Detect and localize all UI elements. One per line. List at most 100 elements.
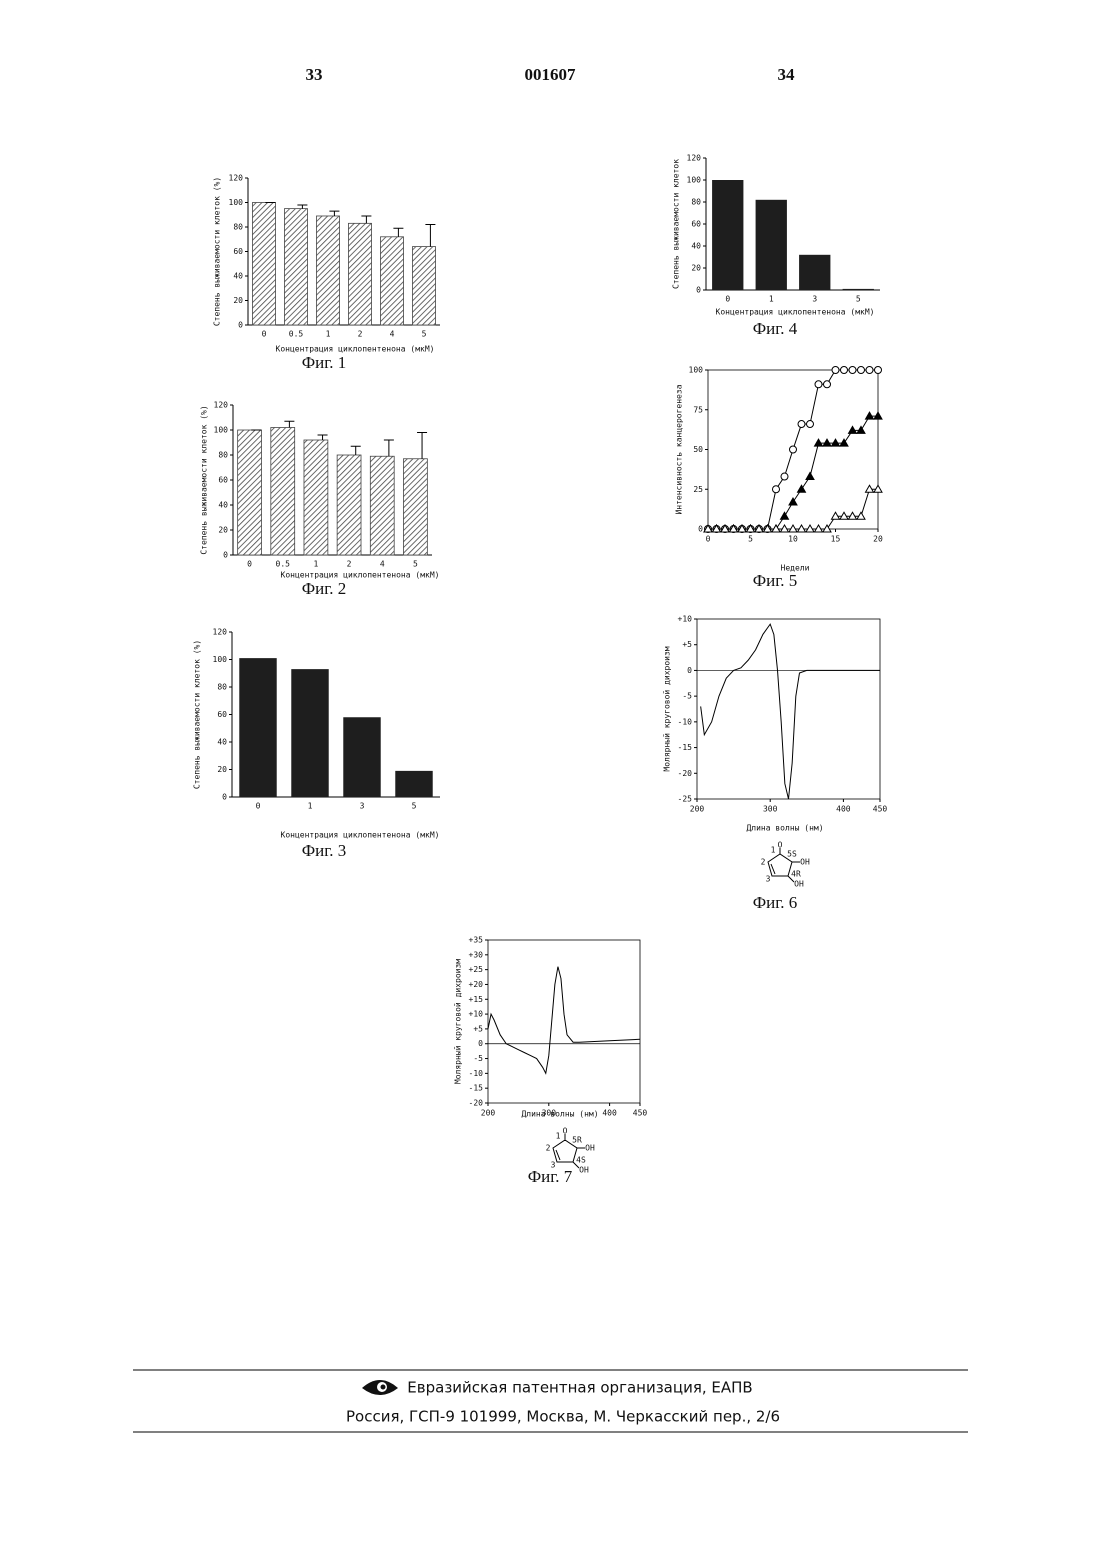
bar xyxy=(348,223,371,325)
bar xyxy=(380,237,403,325)
y-tick-label: 80 xyxy=(691,198,701,207)
structure-label: OH xyxy=(800,858,810,867)
x-tick-label: 0.5 xyxy=(276,560,291,569)
y-tick-label: 40 xyxy=(217,738,227,747)
y-tick-label: 40 xyxy=(691,242,701,251)
bar xyxy=(412,247,435,325)
marker xyxy=(806,473,814,480)
y-tick-label: 100 xyxy=(213,655,228,664)
figure-caption: Фиг. 1 xyxy=(302,353,347,372)
patent-number: 001607 xyxy=(525,65,577,84)
y-tick-label: 100 xyxy=(214,426,229,435)
figure-caption: Фиг. 6 xyxy=(753,893,798,912)
figure-caption: Фиг. 7 xyxy=(528,1167,573,1186)
structure-label: 3 xyxy=(766,875,771,884)
marker xyxy=(773,486,780,493)
y-axis-label: Степень выживаемости клеток xyxy=(672,159,681,289)
y-tick-label: -10 xyxy=(469,1069,484,1078)
error-bar xyxy=(361,216,371,223)
y-tick-label: 0 xyxy=(696,286,701,295)
marker xyxy=(824,381,831,388)
x-tick-label: 0.5 xyxy=(289,330,304,339)
y-tick-label: -15 xyxy=(678,743,693,752)
x-tick-label: 300 xyxy=(542,1109,557,1118)
x-axis-label: Длина волны (нм) xyxy=(746,824,823,833)
structure-label: 5R xyxy=(572,1136,582,1145)
marker xyxy=(832,367,839,374)
y-tick-label: -20 xyxy=(469,1099,484,1108)
x-tick-label: 0 xyxy=(256,802,261,811)
x-tick-label: 450 xyxy=(633,1109,648,1118)
x-tick-label: 5 xyxy=(748,535,753,544)
plot-frame xyxy=(697,619,880,799)
bar xyxy=(252,203,275,326)
marker xyxy=(798,421,805,428)
y-tick-label: -20 xyxy=(678,769,693,778)
structure-label: 2 xyxy=(546,1144,551,1153)
footer-address: Россия, ГСП-9 101999, Москва, М. Черкасс… xyxy=(346,1408,780,1426)
x-tick-label: 300 xyxy=(763,805,778,814)
y-tick-label: +10 xyxy=(469,1010,484,1019)
page-number: 33 xyxy=(306,65,323,84)
structure-label: OH xyxy=(794,880,804,889)
bar xyxy=(843,289,874,290)
x-tick-label: 0 xyxy=(262,330,267,339)
x-tick-label: 10 xyxy=(788,535,798,544)
logo xyxy=(362,1380,398,1395)
bar xyxy=(403,459,427,555)
x-tick-label: 1 xyxy=(769,295,774,304)
y-tick-label: +20 xyxy=(469,980,484,989)
footer-organization: Евразийская патентная организация, ЕАПВ xyxy=(407,1379,752,1397)
bar xyxy=(271,428,295,556)
x-axis-label: Длина волны (нм) xyxy=(521,1110,598,1119)
figure-caption: Фиг. 2 xyxy=(302,579,347,598)
structure-label: OH xyxy=(579,1166,589,1175)
y-tick-label: 20 xyxy=(217,765,227,774)
plot-frame xyxy=(488,940,640,1103)
y-tick-label: 20 xyxy=(233,296,243,305)
y-axis-label: Интенсивность канцерогенеза xyxy=(675,384,684,514)
y-tick-label: 100 xyxy=(687,176,702,185)
x-tick-label: 5 xyxy=(412,802,417,811)
y-tick-label: 40 xyxy=(218,501,228,510)
y-tick-label: 25 xyxy=(693,485,703,494)
document: 33 001607 34 Евразийская патентная орган… xyxy=(0,0,1100,1556)
x-tick-label: 1 xyxy=(308,802,313,811)
error-bar xyxy=(329,211,339,216)
y-tick-label: 60 xyxy=(217,710,227,719)
y-tick-label: -5 xyxy=(473,1054,483,1063)
y-tick-label: 0 xyxy=(223,551,228,560)
y-tick-label: 60 xyxy=(691,220,701,229)
y-tick-label: 120 xyxy=(213,628,228,637)
x-tick-label: 15 xyxy=(831,535,841,544)
marker xyxy=(866,367,873,374)
x-tick-label: 5 xyxy=(856,295,861,304)
y-tick-label: -15 xyxy=(469,1084,484,1093)
page-number: 34 xyxy=(778,65,796,84)
error-bar xyxy=(284,421,294,427)
bar xyxy=(756,200,787,290)
marker xyxy=(858,367,865,374)
x-tick-label: 450 xyxy=(873,805,888,814)
figure-caption: Фиг. 3 xyxy=(302,841,347,860)
marker xyxy=(798,485,806,492)
error-bar xyxy=(318,435,328,440)
structure-label: 4R xyxy=(791,870,801,879)
y-tick-label: +30 xyxy=(469,950,484,959)
y-tick-label: -25 xyxy=(678,795,693,804)
x-tick-label: 0 xyxy=(725,295,730,304)
y-tick-label: 75 xyxy=(693,405,703,414)
x-axis-label: Концентрация циклопентенона (мкМ) xyxy=(716,308,875,317)
y-tick-label: 0 xyxy=(238,321,243,330)
x-tick-label: 3 xyxy=(812,295,817,304)
marker xyxy=(815,381,822,388)
error-bar xyxy=(384,440,394,456)
marker xyxy=(790,446,797,453)
bar xyxy=(238,430,262,555)
x-axis-label: Концентрация циклопентенона (мкМ) xyxy=(276,345,435,354)
y-axis-label: Молярный круговой дихроизм xyxy=(454,959,463,1084)
y-tick-label: -5 xyxy=(682,692,692,701)
page: 33 001607 34 Евразийская патентная орган… xyxy=(0,0,1100,1556)
y-tick-label: 100 xyxy=(689,366,704,375)
marker xyxy=(849,367,856,374)
